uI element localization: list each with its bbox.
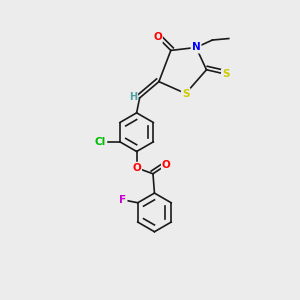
Text: N: N (192, 43, 200, 52)
Text: S: S (182, 88, 189, 98)
Text: H: H (129, 92, 137, 101)
Text: Cl: Cl (95, 137, 106, 147)
Text: F: F (119, 195, 126, 205)
Text: O: O (132, 163, 141, 173)
Text: S: S (222, 69, 230, 79)
Text: O: O (162, 160, 171, 170)
Text: O: O (153, 32, 162, 42)
